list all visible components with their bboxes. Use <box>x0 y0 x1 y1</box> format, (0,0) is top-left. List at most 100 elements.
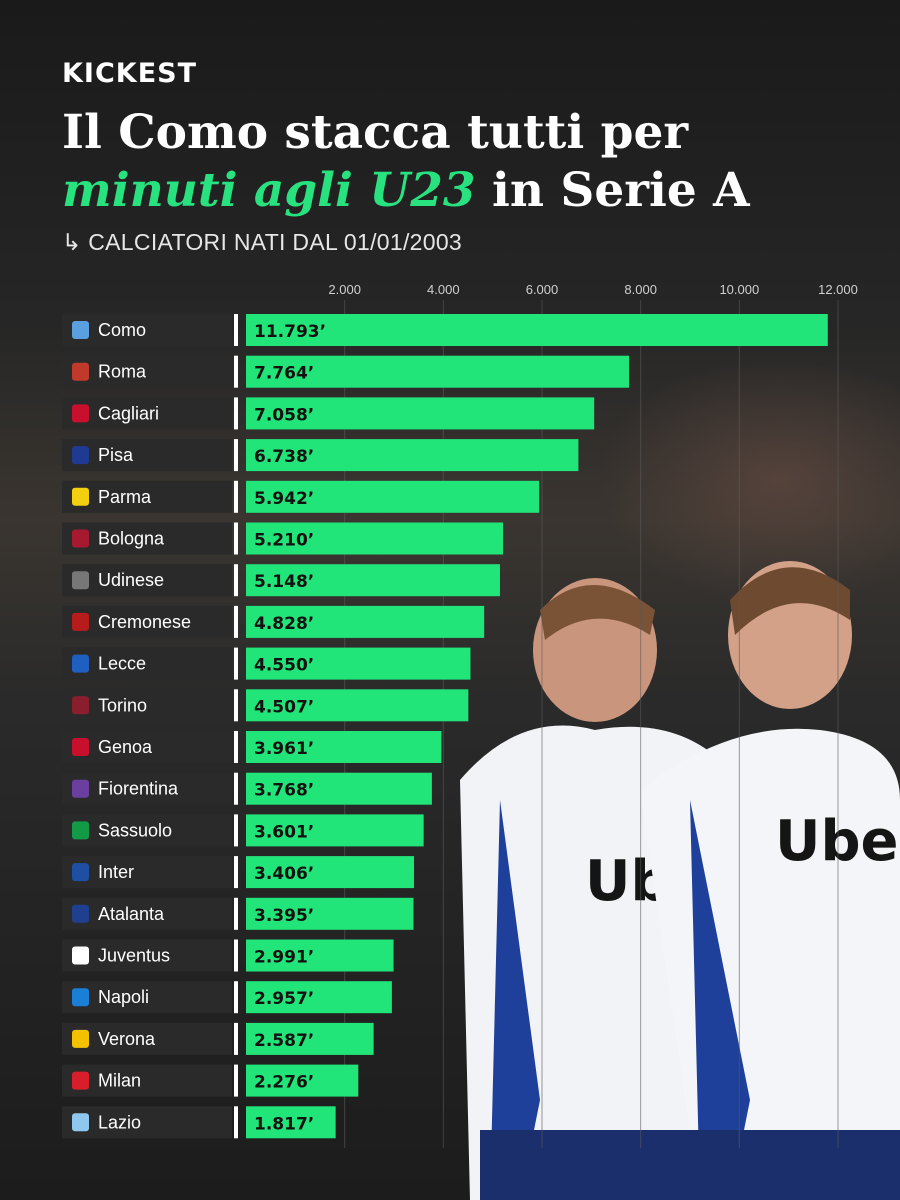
team-crest-icon <box>72 779 89 798</box>
team-name: Lazio <box>98 1112 141 1132</box>
team-name: Fiorentina <box>98 779 179 799</box>
team-crest-icon <box>72 654 89 673</box>
data-label: 3.961’ <box>254 739 314 759</box>
data-label: 2.587’ <box>254 1031 314 1051</box>
data-label: 3.768’ <box>254 781 314 801</box>
team-crest-icon <box>72 1071 89 1090</box>
team-label-bg <box>62 981 232 1014</box>
data-label: 4.828’ <box>254 614 314 634</box>
team-label-bg <box>62 1064 232 1097</box>
baseline-marker <box>234 981 238 1014</box>
data-label: 2.276’ <box>254 1073 314 1093</box>
x-tick-label: 4.000 <box>427 282 460 297</box>
baseline-marker <box>234 564 238 597</box>
bar <box>246 1022 374 1055</box>
baseline-marker <box>234 731 238 763</box>
bar <box>246 1106 336 1139</box>
team-label-bg <box>62 1022 232 1055</box>
data-label: 5.942’ <box>254 489 314 509</box>
team-crest-icon <box>72 863 89 882</box>
bar <box>246 981 392 1014</box>
baseline-marker <box>234 1106 238 1139</box>
brand-logo: KICKEST <box>62 58 198 89</box>
team-label-bg <box>62 689 232 722</box>
team-name: Sassuolo <box>98 820 172 840</box>
team-crest-icon <box>72 904 89 923</box>
team-name: Napoli <box>98 987 149 1007</box>
team-crest-icon <box>72 571 89 590</box>
data-label: 3.601’ <box>254 822 314 842</box>
baseline-marker <box>234 647 238 680</box>
team-name: Pisa <box>98 445 134 465</box>
bar <box>246 731 442 763</box>
team-name: Atalanta <box>98 904 165 924</box>
team-label-bg <box>62 397 232 430</box>
team-label-bg <box>62 772 232 805</box>
title-line-1: Il Como stacca tutti per <box>62 105 689 160</box>
team-label-bg <box>62 314 232 346</box>
team-crest-icon <box>72 321 89 339</box>
baseline-marker <box>234 1064 238 1097</box>
team-crest-icon <box>72 362 89 381</box>
data-label: 6.738’ <box>254 447 314 467</box>
data-label: 7.058’ <box>254 405 314 425</box>
team-label-bg <box>62 814 232 847</box>
bar <box>246 689 469 722</box>
x-tick-label: 8.000 <box>624 282 657 297</box>
team-crest-icon <box>72 612 89 631</box>
team-name: Milan <box>98 1071 141 1091</box>
baseline-marker <box>234 439 238 472</box>
team-name: Cremonese <box>98 612 191 632</box>
bar <box>246 605 485 638</box>
team-crest-icon <box>72 529 89 548</box>
team-label-bg <box>62 1106 232 1139</box>
bar <box>246 397 595 430</box>
team-label-bg <box>62 605 232 638</box>
team-crest-icon <box>72 1029 89 1048</box>
data-label: 5.210’ <box>254 531 314 551</box>
bar <box>246 480 540 513</box>
team-crest-icon <box>72 404 89 423</box>
data-label: 11.793’ <box>254 322 326 342</box>
data-label: 7.764’ <box>254 364 314 384</box>
bar <box>246 647 471 680</box>
baseline-marker <box>234 480 238 513</box>
data-label: 3.406’ <box>254 864 314 884</box>
team-name: Torino <box>98 695 147 715</box>
team-label-bg <box>62 564 232 597</box>
baseline-marker <box>234 856 238 889</box>
subtitle: ↳ CALCIATORI NATI DAL 01/01/2003 <box>62 229 463 255</box>
team-crest-icon <box>72 696 89 715</box>
data-label: 4.550’ <box>254 656 314 676</box>
team-label-bg <box>62 439 232 472</box>
team-label-bg <box>62 731 232 763</box>
team-name: Roma <box>98 362 147 382</box>
team-label-bg <box>62 939 232 972</box>
team-name: Genoa <box>98 737 153 757</box>
team-crest-icon <box>72 821 89 840</box>
bar <box>246 939 394 972</box>
team-name: Cagliari <box>98 403 159 423</box>
bar <box>246 355 630 388</box>
baseline-marker <box>234 314 238 346</box>
team-crest-icon <box>72 988 89 1007</box>
team-label-bg <box>62 647 232 680</box>
team-label-bg <box>62 522 232 555</box>
bar <box>246 772 432 805</box>
baseline-marker <box>234 1022 238 1055</box>
data-label: 4.507’ <box>254 697 314 717</box>
data-label: 1.817’ <box>254 1114 314 1134</box>
team-name: Inter <box>98 862 134 882</box>
team-name: Bologna <box>98 529 165 549</box>
team-label-bg <box>62 480 232 513</box>
data-label: 2.991’ <box>254 948 314 968</box>
bar <box>246 897 414 930</box>
x-tick-label: 6.000 <box>526 282 559 297</box>
team-name: Juventus <box>98 946 170 966</box>
baseline-marker <box>234 605 238 638</box>
data-label: 5.148’ <box>254 572 314 592</box>
bar <box>246 564 500 597</box>
baseline-marker <box>234 814 238 847</box>
team-crest-icon <box>72 946 89 965</box>
